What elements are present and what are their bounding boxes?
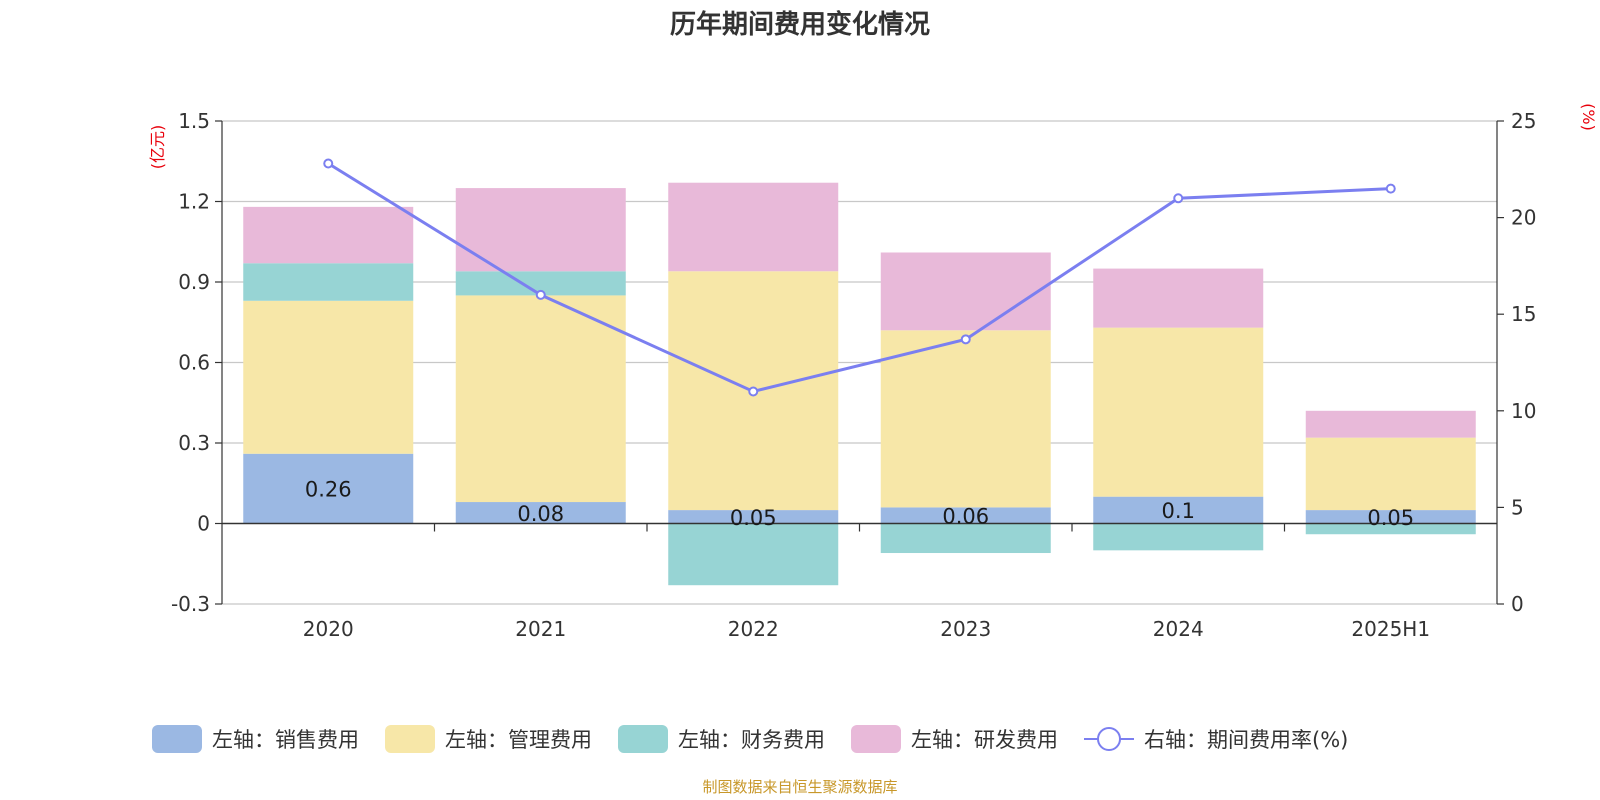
bar-4-2022 [668,182,839,272]
bar-2-2023 [880,330,1051,508]
right-axis-tick-label: 20 [1511,206,1536,230]
bar-3-2024 [1093,523,1264,551]
left-axis-tick-label: 0.6 [178,351,210,375]
rate-point-2020 [323,158,334,169]
legend-label-4: 左轴：研发费用 [911,728,1058,752]
source-note: 制图数据来自恒生聚源数据库 [702,778,897,796]
rate-point-2022 [748,386,759,397]
bar-4-2023 [880,252,1051,331]
right-axis-tick-label: 5 [1511,495,1524,519]
bar-1-2025H1 [1305,510,1476,524]
left-axis-tick-label: 1.5 [178,109,210,133]
rate-line-series [323,158,1396,397]
legend-swatch-3 [618,725,668,753]
bar-2-2020 [243,300,414,454]
bar-4-2021 [455,188,626,272]
bar-2-2025H1 [1305,437,1476,511]
rate-point-2025H1 [1385,183,1396,194]
rate-point-2021 [535,289,546,300]
chart-title: 历年期间费用变化情况 [670,9,930,40]
bar-series [243,182,1476,586]
bar-2-2021 [455,295,626,503]
right-axis-unit: (%) [1579,103,1598,131]
legend-label-1: 左轴：销售费用 [212,728,359,752]
data-label: 0.08 [517,502,564,526]
data-label: 0.05 [730,506,777,530]
bar-3-2025H1 [1305,523,1476,535]
category-label: 2021 [515,617,566,641]
bar-3-2023 [880,523,1051,554]
category-label: 2022 [728,617,779,641]
axes: -0.3 0 0.3 0.6 0.9 1.2 1.5 0 5 10 15 20 25 2020 2021 20… [171,109,1536,641]
rate-line [327,162,1391,394]
left-axis-tick-label: 0 [197,512,210,536]
bar-3-2020 [243,263,414,301]
right-axis-tick-label: 10 [1511,399,1536,423]
legend-label-5: 右轴：期间费用率(%) [1144,728,1348,752]
category-label: 2020 [303,617,354,641]
data-labels: 0.26 0.08 0.05 0.06 0.1 0.05 [305,478,1414,530]
data-label: 0.26 [305,478,352,502]
bar-1-2020 [243,453,414,524]
data-label: 0.1 [1162,499,1195,523]
category-label: 2024 [1153,617,1204,641]
right-axis-tick-label: 15 [1511,302,1536,326]
bar-4-2020 [243,206,414,264]
legend-marker-swatch [1097,727,1121,751]
rate-point-2024 [1173,193,1184,204]
legend-swatch-1 [152,725,202,753]
bar-1-2023 [880,507,1051,524]
rate-point-2023 [960,334,971,345]
legend: 左轴：销售费用 左轴：管理费用 左轴：财务费用 左轴：研发费用 右轴：期间费用率(%) [152,725,1348,753]
bar-4-2024 [1093,268,1264,328]
legend-label-3: 左轴：财务费用 [678,728,825,752]
left-axis-unit: (亿元) [148,125,167,170]
left-axis-tick-label: 0.9 [178,270,210,294]
right-axis-tick-label: 0 [1511,592,1524,616]
category-label: 2023 [940,617,991,641]
bar-1-2021 [455,502,626,524]
data-label: 0.05 [1367,506,1414,530]
legend-swatch-2 [385,725,435,753]
left-axis-tick-label: 1.2 [178,190,210,214]
left-axis-tick-label: 0.3 [178,431,210,455]
right-axis-tick-label: 25 [1511,109,1536,133]
grid-lines [222,120,1497,605]
bar-1-2024 [1093,496,1264,524]
data-label: 0.06 [942,504,989,528]
category-label: 2025H1 [1351,617,1430,641]
bar-2-2024 [1093,327,1264,497]
legend-label-2: 左轴：管理费用 [445,728,592,752]
bar-3-2022 [668,523,839,586]
left-axis-tick-label: -0.3 [171,592,210,616]
bar-4-2025H1 [1305,410,1476,438]
legend-swatch-4 [851,725,901,753]
bar-1-2022 [668,510,839,524]
